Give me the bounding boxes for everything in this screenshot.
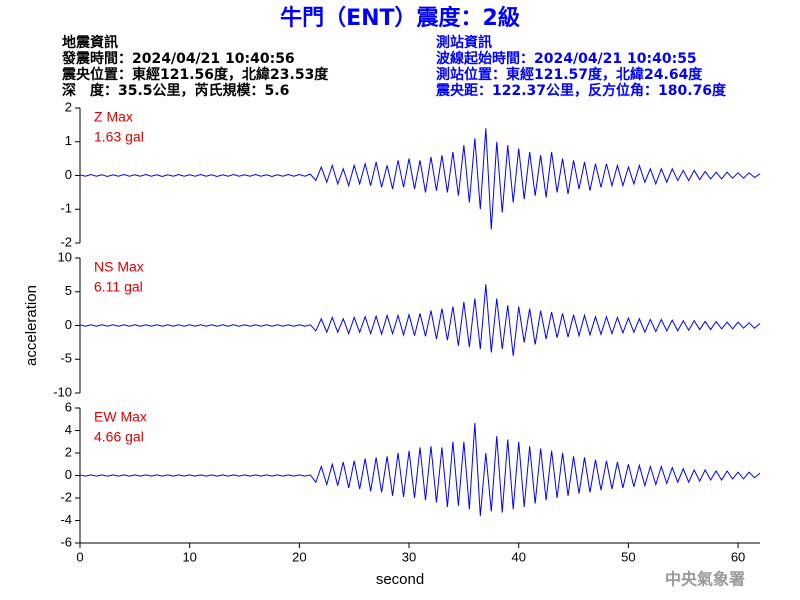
- y-tick-label: 2: [65, 444, 72, 459]
- info-right: 測站資訊: [436, 34, 492, 51]
- info-right: 震央距：122.37公里，反方位角：180.76度: [435, 82, 727, 99]
- info-left: 發震時間：2024/04/21 10:40:56: [61, 50, 295, 67]
- y-tick-label: 5: [65, 283, 72, 298]
- y-tick-label: -5: [60, 351, 72, 366]
- y-tick-label: -10: [53, 384, 72, 399]
- x-tick-label: 40: [511, 549, 525, 564]
- x-tick-label: 10: [182, 549, 196, 564]
- info-left: 震央位置：東經121.56度，北緯23.53度: [61, 66, 329, 83]
- y-tick-label: 10: [58, 249, 72, 264]
- x-tick-label: 30: [402, 549, 416, 564]
- annotation: 1.63 gal: [94, 129, 144, 145]
- x-axis-label: second: [376, 571, 424, 588]
- y-tick-label: 0: [65, 467, 72, 482]
- annotation: Z Max: [94, 109, 133, 125]
- y-tick-label: 1: [65, 133, 72, 148]
- footer: 中央氣象署: [665, 570, 745, 589]
- info-left: 地震資訊: [62, 34, 118, 51]
- y-tick-label: -2: [60, 489, 72, 504]
- y-tick-label: 2: [65, 99, 72, 114]
- waveform: [79, 423, 761, 517]
- y-tick-label: 4: [65, 422, 72, 437]
- y-tick-label: -1: [60, 201, 72, 216]
- annotation: 4.66 gal: [94, 429, 144, 445]
- x-tick-label: 20: [292, 549, 306, 564]
- info-right: 波線起始時間：2024/04/21 10:40:55: [436, 50, 697, 67]
- waveform: [79, 284, 761, 356]
- annotation: 6.11 gal: [94, 279, 143, 295]
- annotation: EW Max: [94, 409, 147, 425]
- annotation: NS Max: [94, 259, 144, 275]
- title: 牛門（ENT）震度：2級: [280, 5, 520, 31]
- y-tick-label: 0: [65, 317, 72, 332]
- x-tick-label: 0: [76, 549, 83, 564]
- y-tick-label: 0: [65, 167, 72, 182]
- x-tick-label: 60: [731, 549, 745, 564]
- y-tick-label: -2: [60, 234, 72, 249]
- waveform: [79, 128, 761, 230]
- info-left: 深 度：35.5公里，芮氏規模：5.6: [62, 82, 289, 99]
- y-tick-label: -4: [60, 512, 72, 527]
- y-tick-label: 6: [65, 399, 72, 414]
- info-right: 測站位置：東經121.57度，北緯24.64度: [436, 66, 703, 83]
- x-tick-label: 50: [621, 549, 635, 564]
- y-tick-label: -6: [60, 534, 72, 549]
- y-axis-label: acceleration: [23, 285, 40, 366]
